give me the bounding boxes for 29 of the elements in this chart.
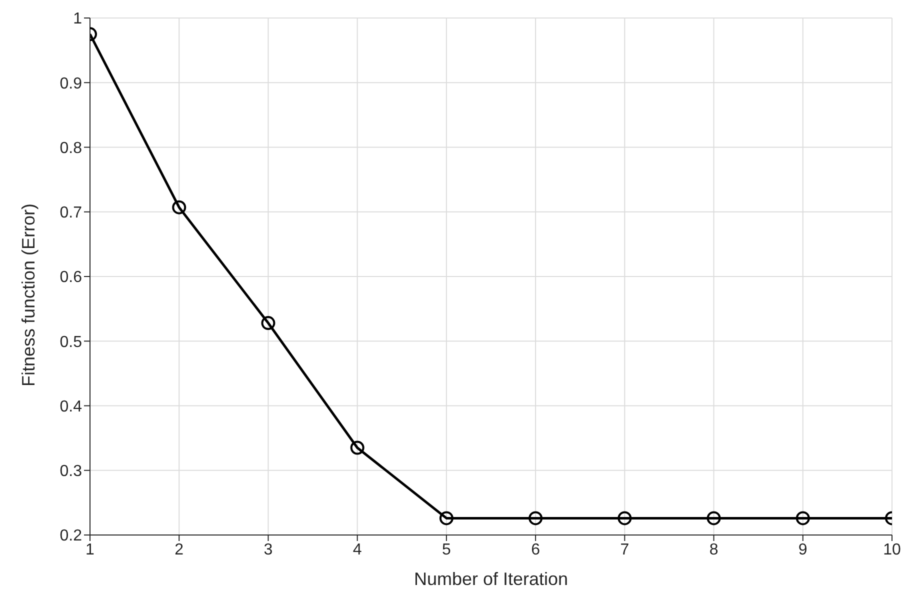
point bbox=[172, 200, 186, 214]
x-tick-label: 8 bbox=[709, 541, 718, 558]
y-tick-label: 0.3 bbox=[60, 463, 82, 480]
y-tick-label: 0.7 bbox=[60, 204, 82, 222]
x-tick-label: 4 bbox=[352, 541, 362, 558]
y-tick-label: 0.9 bbox=[60, 75, 82, 92]
point bbox=[350, 440, 364, 455]
point bbox=[706, 511, 721, 526]
point bbox=[796, 511, 810, 526]
x-tick-label: 10 bbox=[883, 541, 901, 558]
point bbox=[618, 511, 632, 526]
x-tick-label: 3 bbox=[264, 541, 273, 558]
point bbox=[439, 511, 454, 526]
point bbox=[261, 316, 276, 330]
y-tick-label: 0.8 bbox=[60, 140, 82, 157]
x-tick-label: 7 bbox=[620, 541, 630, 558]
x-tick-label: 1 bbox=[86, 541, 95, 558]
y-tick-label: 0.4 bbox=[60, 398, 82, 416]
y-tick-label: 0.6 bbox=[60, 269, 82, 286]
x-tick-label: 5 bbox=[442, 541, 451, 558]
y-tick-label: 0.2 bbox=[60, 528, 82, 545]
x-tick-label: 2 bbox=[174, 541, 184, 558]
x-axis-title: Number of Iteration bbox=[414, 569, 568, 589]
y-axis-title: Fitness function (Error) bbox=[18, 203, 38, 386]
y-tick-label: 1 bbox=[73, 10, 82, 28]
x-tick-label: 9 bbox=[798, 541, 808, 558]
x-tick-label: 6 bbox=[531, 541, 540, 558]
point bbox=[528, 511, 543, 526]
y-tick-label: 0.5 bbox=[60, 334, 82, 351]
